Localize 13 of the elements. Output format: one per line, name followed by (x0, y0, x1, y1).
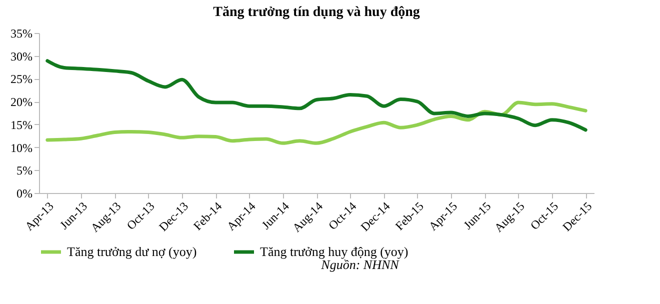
legend-label: Tăng trưởng huy động (yoy) (260, 244, 408, 259)
legend-label: Tăng trưởng dư nợ (yoy) (67, 244, 197, 259)
line-series (46, 59, 588, 132)
y-tick-label: 35% (10, 26, 32, 40)
y-tick-label: 30% (10, 49, 32, 64)
y-tick-label: 25% (10, 72, 32, 86)
line-series (46, 100, 588, 145)
y-tick-label: 5% (16, 164, 32, 178)
y-tick-label: 15% (10, 118, 32, 132)
y-tick-label: 0% (16, 186, 32, 200)
y-tick-label: 20% (10, 95, 32, 110)
chart-title: Tăng trưởng tín dụng và huy động (213, 5, 420, 20)
y-tick-label: 10% (10, 140, 32, 155)
